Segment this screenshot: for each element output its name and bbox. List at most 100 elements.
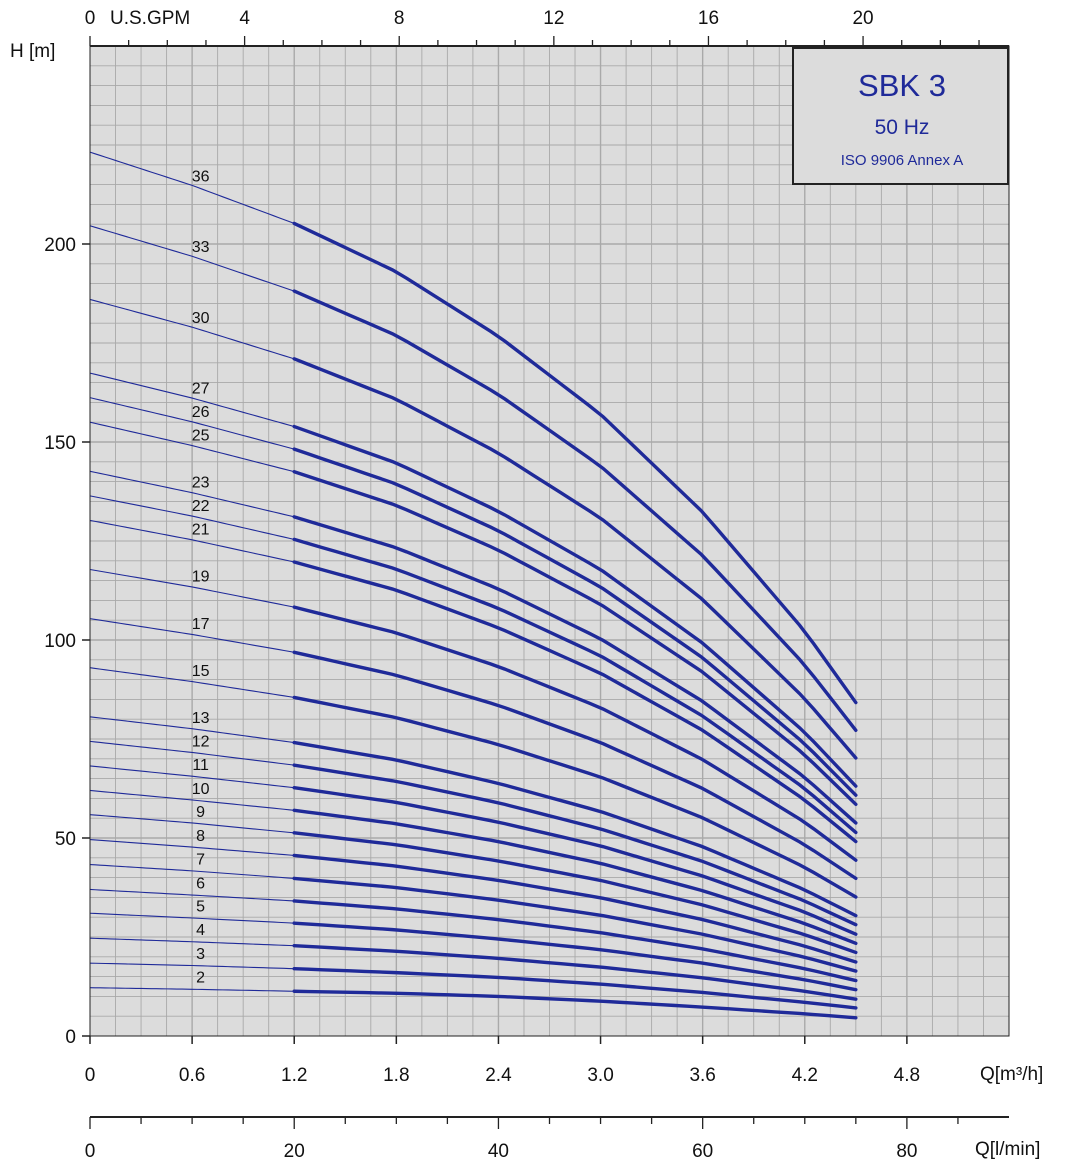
curve-27-low-flow [89, 372, 295, 428]
curve-3 [292, 966, 858, 1010]
curve-label-15: 15 [192, 663, 210, 680]
curve-23 [292, 515, 858, 825]
curve-6 [292, 899, 858, 983]
top-tick-label: 16 [698, 8, 719, 29]
curve-2-low-flow [89, 987, 295, 992]
curve-label-7: 7 [196, 851, 205, 868]
curve-15-low-flow [89, 667, 295, 698]
top-tick-label: 8 [394, 8, 405, 29]
curve-6-low-flow [89, 888, 295, 902]
curve-30 [292, 357, 858, 760]
curve-label-26: 26 [192, 404, 210, 421]
curve-label-6: 6 [196, 876, 205, 893]
x-tick-label: 3.0 [587, 1065, 613, 1086]
y-tick-label: 150 [44, 433, 76, 454]
y-tick-label: 50 [55, 829, 76, 850]
curve-2 [292, 989, 858, 1020]
curve-label-9: 9 [196, 804, 205, 821]
curve-label-23: 23 [192, 475, 210, 492]
curve-label-36: 36 [192, 169, 210, 186]
curve-17-low-flow [89, 618, 295, 653]
curve-4-low-flow [89, 937, 295, 947]
curve-7 [292, 876, 858, 973]
axes: 0 50 100 150 200 0 0.6 1.2 1.8 2.4 3.0 3.6 4.2 4.8 0 4 8… [44, 8, 1009, 1162]
x-tick-label: 4.8 [894, 1065, 920, 1086]
curve-12-low-flow [89, 740, 295, 766]
curve-label-11: 11 [192, 757, 209, 774]
title-box: SBK 3 50 Hz ISO 9906 Annex A [792, 47, 1009, 185]
x-tick-label: 2.4 [485, 1065, 512, 1086]
curve-9 [292, 831, 858, 955]
curve-label-8: 8 [196, 828, 205, 845]
curve-label-25: 25 [192, 428, 210, 445]
title-box-frame [792, 47, 1009, 185]
curve-17 [292, 650, 858, 881]
curve-7-low-flow [89, 863, 295, 879]
curve-label-4: 4 [196, 922, 205, 939]
curve-10-low-flow [89, 789, 295, 811]
curve-label-30: 30 [192, 310, 210, 327]
lpm-tick-label: 40 [488, 1141, 509, 1162]
curve-10 [292, 808, 858, 946]
curve-33-low-flow [89, 225, 295, 292]
y-tick-label: 200 [44, 235, 76, 256]
lpm-tick-label: 20 [284, 1141, 305, 1162]
lpm-tick-label: 0 [85, 1141, 96, 1162]
lpm-tick-label: 80 [896, 1141, 917, 1162]
x-tick-label: 4.2 [792, 1065, 818, 1086]
curve-25-low-flow [89, 421, 295, 473]
curve-19 [292, 605, 858, 862]
x-tick-label: 0.6 [179, 1065, 205, 1086]
curve-9-low-flow [89, 814, 295, 834]
y-tick-label: 100 [44, 631, 76, 652]
performance-curves [89, 151, 858, 1020]
chart-title: SBK 3 [858, 68, 946, 103]
curve-21 [292, 560, 858, 844]
chart-note: ISO 9906 Annex A [841, 152, 964, 169]
x-tick-label: 1.2 [281, 1065, 307, 1086]
curve-label-21: 21 [192, 522, 210, 539]
curve-label-12: 12 [192, 734, 210, 751]
curve-36 [292, 221, 858, 705]
curve-8-low-flow [89, 839, 295, 856]
top-tick-label: 4 [239, 8, 250, 29]
curve-13-low-flow [89, 716, 295, 744]
curve-25 [292, 470, 858, 807]
curve-26-low-flow [89, 397, 295, 450]
curve-label-33: 33 [192, 239, 210, 256]
curve-label-3: 3 [196, 946, 205, 963]
curve-22 [292, 537, 858, 835]
curve-label-5: 5 [196, 898, 205, 915]
curve-23-low-flow [89, 470, 295, 518]
x-tick-label: 0 [85, 1065, 96, 1086]
x-tick-label: 1.8 [383, 1065, 409, 1086]
curve-19-low-flow [89, 568, 295, 608]
curve-30-low-flow [89, 298, 295, 360]
curve-label-10: 10 [192, 781, 210, 798]
curve-label-2: 2 [196, 969, 205, 986]
curve-3-low-flow [89, 962, 295, 970]
top-axis-title: U.S.GPM [110, 8, 190, 29]
curve-27 [292, 424, 858, 788]
lpm-tick-label: 60 [692, 1141, 713, 1162]
curve-12 [292, 763, 858, 927]
curve-4 [292, 944, 858, 1001]
y-axis-title: H [m] [10, 41, 55, 62]
curve-label-19: 19 [192, 569, 210, 586]
curve-15 [292, 695, 858, 899]
x-tick-label: 3.6 [689, 1065, 715, 1086]
curve-33 [292, 289, 858, 732]
curve-5 [292, 921, 858, 992]
chart-subtitle: 50 Hz [875, 116, 930, 139]
curve-label-22: 22 [192, 498, 210, 515]
curve-13 [292, 740, 858, 918]
top-tick-label: 0 [85, 8, 96, 29]
curve-11 [292, 786, 858, 936]
curve-21-low-flow [89, 519, 295, 563]
curve-label-17: 17 [192, 616, 210, 633]
top-tick-label: 20 [852, 8, 873, 29]
curve-8 [292, 853, 858, 964]
curve-label-13: 13 [192, 710, 210, 727]
